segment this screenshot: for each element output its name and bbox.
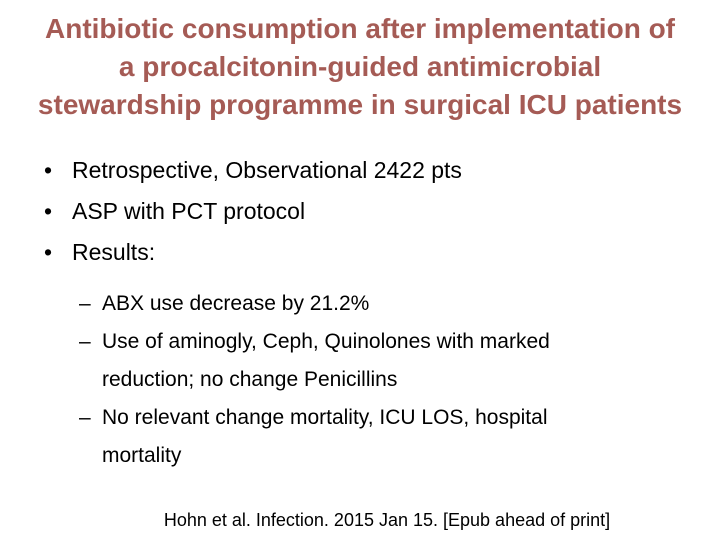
sub-bullet-text: Use of aminogly, Ceph, Quinolones with m… <box>102 330 550 391</box>
bullet-item-results: • Results: <box>0 232 720 273</box>
sub-bullet-item-abx: – ABX use decrease by 21.2% <box>0 285 720 323</box>
dash-marker: – <box>79 406 91 429</box>
slide-title: Antibiotic consumption after implementat… <box>0 0 720 124</box>
dash-marker: – <box>79 292 91 315</box>
bullet-item-asp: • ASP with PCT protocol <box>0 191 720 232</box>
slide-title-line-1: Antibiotic consumption after implementat… <box>45 13 675 44</box>
slide-title-line-3: stewardship programme in surgical ICU pa… <box>37 89 683 120</box>
bullet-item-retrospective: • Retrospective, Observational 2422 pts <box>0 150 720 191</box>
bullet-text: ASP with PCT protocol <box>72 198 306 224</box>
bullet-text: Retrospective, Observational 2422 pts <box>72 157 462 183</box>
slide-title-line-2: a procalcitonin-guided antimicrobial <box>118 51 602 82</box>
sub-bullet-item-aminogly: – Use of aminogly, Ceph, Quinolones with… <box>0 323 720 399</box>
dash-marker: – <box>79 330 91 353</box>
bullet-marker: • <box>44 157 53 183</box>
bullet-marker: • <box>44 239 53 265</box>
bullet-text: Results: <box>72 239 156 265</box>
sub-bullet-text: ABX use decrease by 21.2% <box>102 292 370 315</box>
sub-bullet-item-mortality: – No relevant change mortality, ICU LOS,… <box>0 399 720 475</box>
citation: Hohn et al. Infection. 2015 Jan 15. [Epu… <box>163 510 611 530</box>
sub-bullet-text: No relevant change mortality, ICU LOS, h… <box>102 406 548 467</box>
bullet-marker: • <box>44 198 53 224</box>
results-detail-list: – ABX use decrease by 21.2% – Use of ami… <box>0 285 720 475</box>
bullet-list: • Retrospective, Observational 2422 pts … <box>0 150 720 273</box>
